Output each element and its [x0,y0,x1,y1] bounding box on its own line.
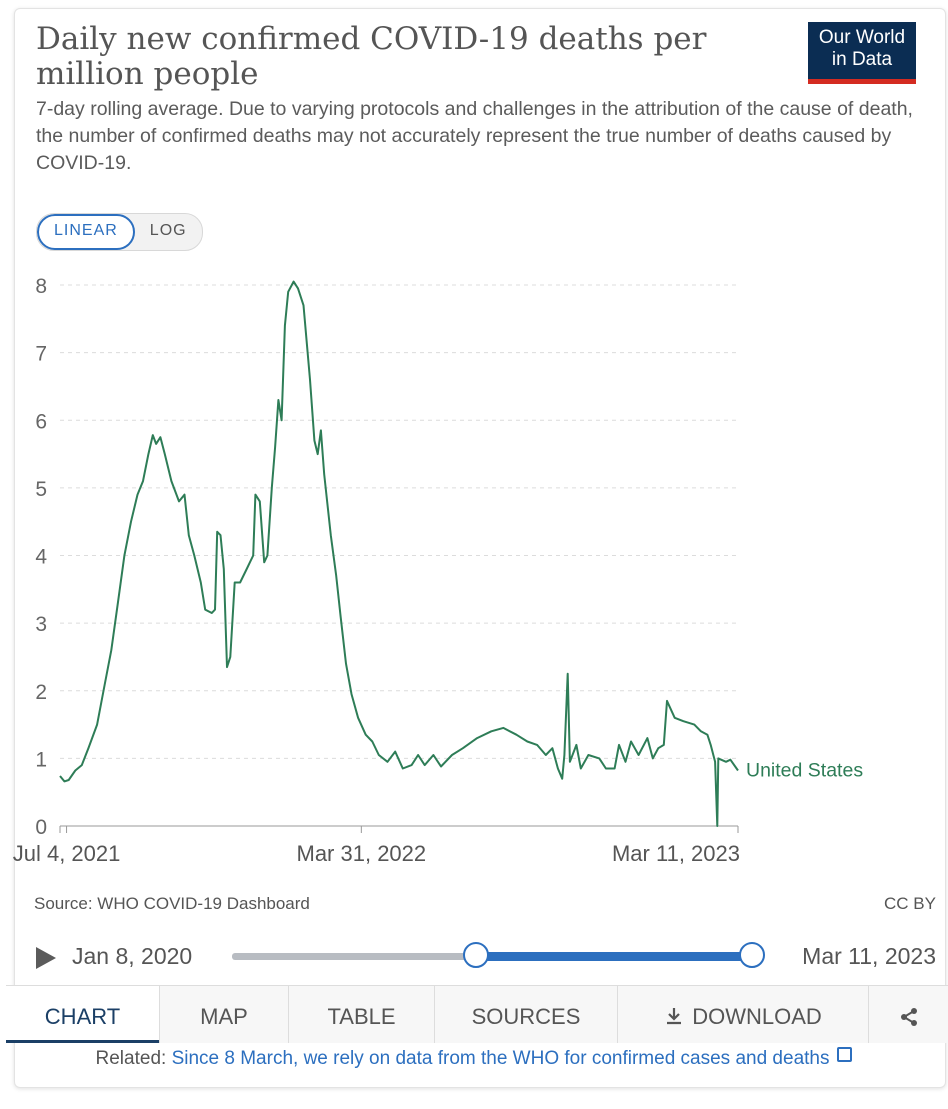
y-tick-label: 0 [35,816,47,839]
owid-logo[interactable]: Our World in Data [808,22,916,84]
y-tick-label: 8 [35,275,47,298]
y-tick-label: 5 [35,478,47,501]
related-link[interactable]: Since 8 March, we rely on data from the … [171,1048,830,1069]
logo-line1: Our World [818,27,906,48]
external-link-icon[interactable] [837,1047,853,1062]
scale-toggle: LINEAR LOG [36,213,203,251]
line-chart: 0 1 2 3 4 5 6 7 8 Jul 4, 2021 Mar 31, 2022 Mar 11,… [13,275,864,866]
related-note: Related: Since 8 March, we rely on data … [0,1047,948,1070]
download-icon [667,1008,682,1025]
tab-chart[interactable]: CHART [6,986,159,1043]
series-layer: United States [59,280,863,827]
linear-scale-button[interactable]: LINEAR [37,214,135,250]
y-tick-label: 3 [35,613,47,636]
x-tick-label: Jul 4, 2021 [13,841,121,866]
x-tick-label: Mar 31, 2022 [297,841,427,866]
y-tick-label: 2 [35,681,47,704]
timeline-start-date: Jan 8, 2020 [72,943,193,969]
series-label-united-states[interactable]: United States [746,760,863,782]
log-scale-button[interactable]: LOG [149,222,187,239]
timeline-end-handle[interactable] [739,942,765,968]
related-prefix: Related: [95,1048,167,1069]
timeline: Jan 8, 2020 Mar 11, 2023 [36,938,936,976]
timeline-selected-range [476,952,752,961]
tab-chart-label: CHART [44,1004,121,1029]
timeline-end-date: Mar 11, 2023 [802,943,936,969]
chart-card [14,8,946,1088]
tab-share[interactable] [868,986,948,1043]
share-icon [900,1008,917,1026]
chart-title: Daily new confirmed COVID-19 deaths per … [36,21,707,92]
y-tick-label: 1 [35,748,47,771]
x-axis: Jul 4, 2021 Mar 31, 2022 Mar 11, 2023 [13,825,740,866]
y-tick-label: 4 [35,546,47,569]
tab-download[interactable]: DOWNLOAD [617,986,868,1043]
tab-table[interactable]: TABLE [288,986,434,1043]
y-tick-label: 6 [35,410,47,433]
chart-subtitle: 7-day rolling average. Due to varying pr… [36,98,913,174]
tab-download-label: DOWNLOAD [692,1004,822,1029]
y-gridlines [60,284,738,759]
tab-sources-label: SOURCES [471,1004,581,1029]
y-axis: 0 1 2 3 4 5 6 7 8 [35,275,47,839]
series-line-united-states[interactable] [59,280,739,827]
y-tick-label: 7 [35,343,47,366]
tab-table-label: TABLE [327,1004,396,1029]
license-link[interactable]: CC BY [884,894,936,913]
tab-sources[interactable]: SOURCES [434,986,617,1043]
tab-map[interactable]: MAP [159,986,288,1043]
play-icon[interactable] [36,947,56,969]
logo-line2: in Data [831,49,893,70]
x-tick-label: Mar 11, 2023 [612,841,740,866]
timeline-start-handle[interactable] [463,942,490,968]
tab-bar: CHART MAP TABLE SOURCES DOWNLOAD [6,985,948,1044]
tab-map-label: MAP [200,1004,248,1029]
source-note: Source: WHO COVID-19 Dashboard [34,894,310,913]
